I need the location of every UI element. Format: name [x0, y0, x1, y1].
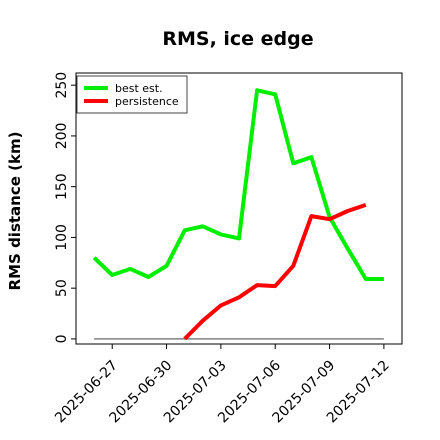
y-tick-label-200: 200	[54, 123, 70, 150]
y-tick-label-150: 150	[54, 173, 70, 200]
y-tick-label-0: 0	[54, 334, 70, 343]
y-tick-label-100: 100	[54, 224, 70, 251]
y-tick-label-250: 250	[54, 72, 70, 99]
chart-title: RMS, ice edge	[162, 28, 313, 50]
y-tick-label-50: 50	[54, 279, 70, 297]
legend: best est. persistence	[76, 75, 188, 114]
series-line-1	[183, 203, 367, 341]
legend-box	[76, 75, 188, 114]
legend-label-best-est: best est.	[115, 82, 163, 95]
y-axis-label: RMS distance (km)	[6, 132, 24, 291]
legend-label-persistence: persistence	[115, 95, 179, 108]
plot-area: 0501001502002502025-06-272025-06-302025-…	[52, 72, 403, 426]
series-line-0	[92, 88, 384, 281]
plot-frame	[75, 72, 403, 345]
